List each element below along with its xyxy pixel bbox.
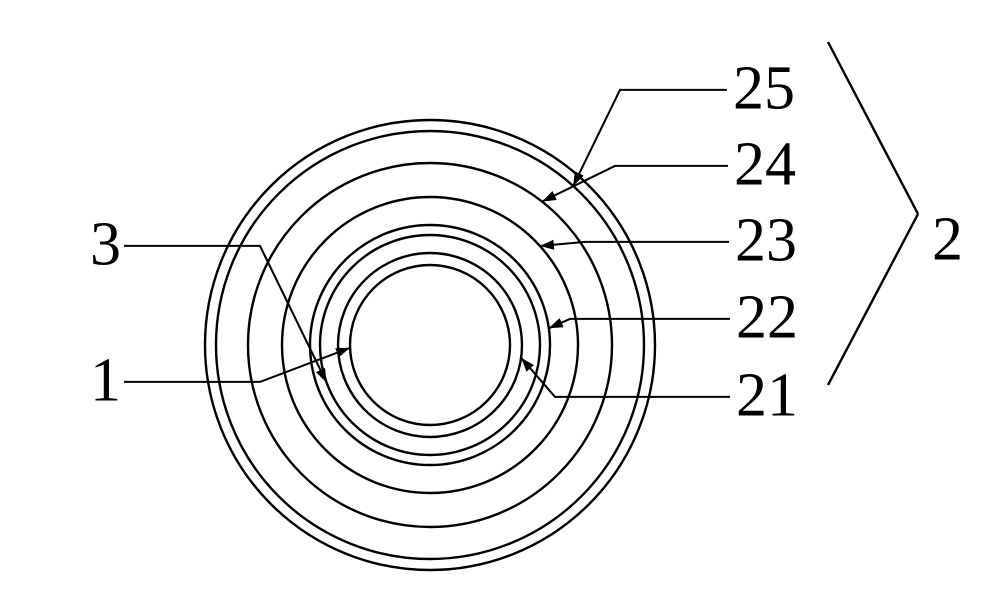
label-l24: 24 [734,131,796,199]
ring-c22 [310,225,550,465]
ring-c25_inner [216,131,644,559]
label-l3: 3 [90,211,121,279]
ring-c24 [248,163,612,527]
ring-c3 [320,235,540,455]
ring-c25_outer [205,120,655,570]
leader-l1 [124,348,350,382]
label-l22: 22 [736,284,798,352]
group-brace [828,42,918,385]
leader-l23 [540,242,729,246]
leader-l25 [573,90,727,186]
label-l21: 21 [736,362,798,430]
label-l1: 1 [90,347,121,415]
leader-l21 [521,358,730,397]
ring-c21 [338,253,522,437]
label-l25: 25 [733,55,795,123]
label-l2: 2 [932,206,963,274]
leader-l3 [124,246,327,383]
ring-c1 [350,265,510,425]
ring-c23 [282,197,578,493]
label-l23: 23 [735,207,797,275]
